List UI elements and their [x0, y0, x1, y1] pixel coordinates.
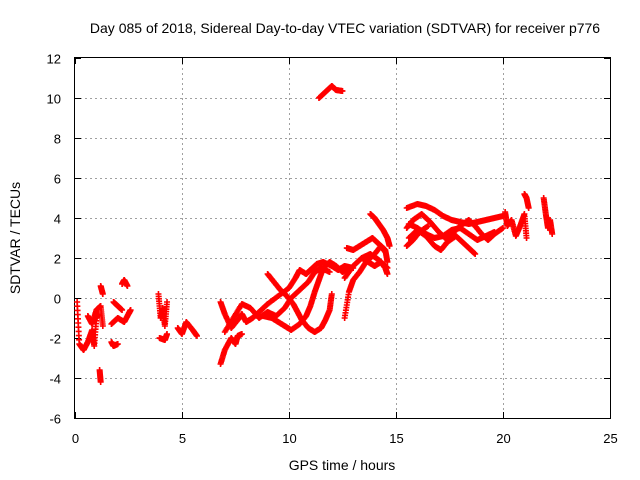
y-axis-label: SDTVAR / TECUs — [7, 182, 23, 294]
data-point-marker — [193, 333, 200, 339]
y-tick-label: 10 — [47, 92, 61, 107]
data-point-marker — [339, 88, 346, 94]
x-tick-label: 10 — [282, 431, 296, 446]
y-tick-label: -6 — [49, 412, 61, 427]
data-point-marker — [384, 259, 391, 265]
y-tick-label: 4 — [54, 212, 61, 227]
x-axis-label: GPS time / hours — [289, 457, 396, 473]
data-point-marker — [164, 299, 171, 305]
y-tick-label: 2 — [54, 252, 61, 267]
x-tick-label: 5 — [179, 431, 186, 446]
data-point-marker — [119, 307, 126, 313]
x-tick-label: 15 — [389, 431, 403, 446]
data-point-marker — [491, 229, 498, 235]
x-tick-label: 20 — [496, 431, 510, 446]
data-point-marker — [238, 331, 245, 337]
x-tick-label: 0 — [72, 431, 79, 446]
y-tick-label: -4 — [49, 372, 61, 387]
x-axis-ticks: 0 5 10 15 20 25 — [72, 58, 618, 446]
data-point-marker — [164, 331, 171, 337]
data-point-marker — [124, 283, 131, 289]
y-tick-label: 8 — [54, 132, 61, 147]
data-point-marker — [549, 231, 556, 237]
y-axis-ticks: -6 -4 -2 0 2 4 6 8 10 12 — [47, 52, 610, 427]
plot-frame — [74, 57, 611, 419]
data-points — [74, 83, 556, 385]
data-point-marker — [384, 271, 391, 277]
data-point-marker — [99, 323, 106, 329]
data-point-marker — [99, 291, 106, 297]
y-tick-label: 6 — [54, 172, 61, 187]
grid-lines — [75, 58, 610, 418]
y-tick-label: -2 — [49, 332, 61, 347]
data-point-marker — [523, 235, 530, 241]
data-point-marker — [384, 265, 391, 271]
data-point-marker — [425, 223, 432, 229]
data-point-marker — [525, 205, 532, 211]
data-point-marker — [472, 251, 479, 257]
data-point-marker — [500, 225, 506, 231]
y-tick-label: 0 — [54, 292, 61, 307]
y-tick-label: 12 — [47, 52, 61, 67]
x-tick-label: 25 — [603, 431, 617, 446]
data-point-marker — [328, 291, 335, 297]
data-point-marker — [97, 379, 104, 385]
data-point-marker — [114, 341, 121, 347]
data-point-marker — [326, 269, 333, 275]
chart-title: Day 085 of 2018, Sidereal Day-to-day VTE… — [90, 20, 600, 36]
data-point-marker — [127, 307, 134, 313]
data-point-marker — [386, 243, 393, 249]
